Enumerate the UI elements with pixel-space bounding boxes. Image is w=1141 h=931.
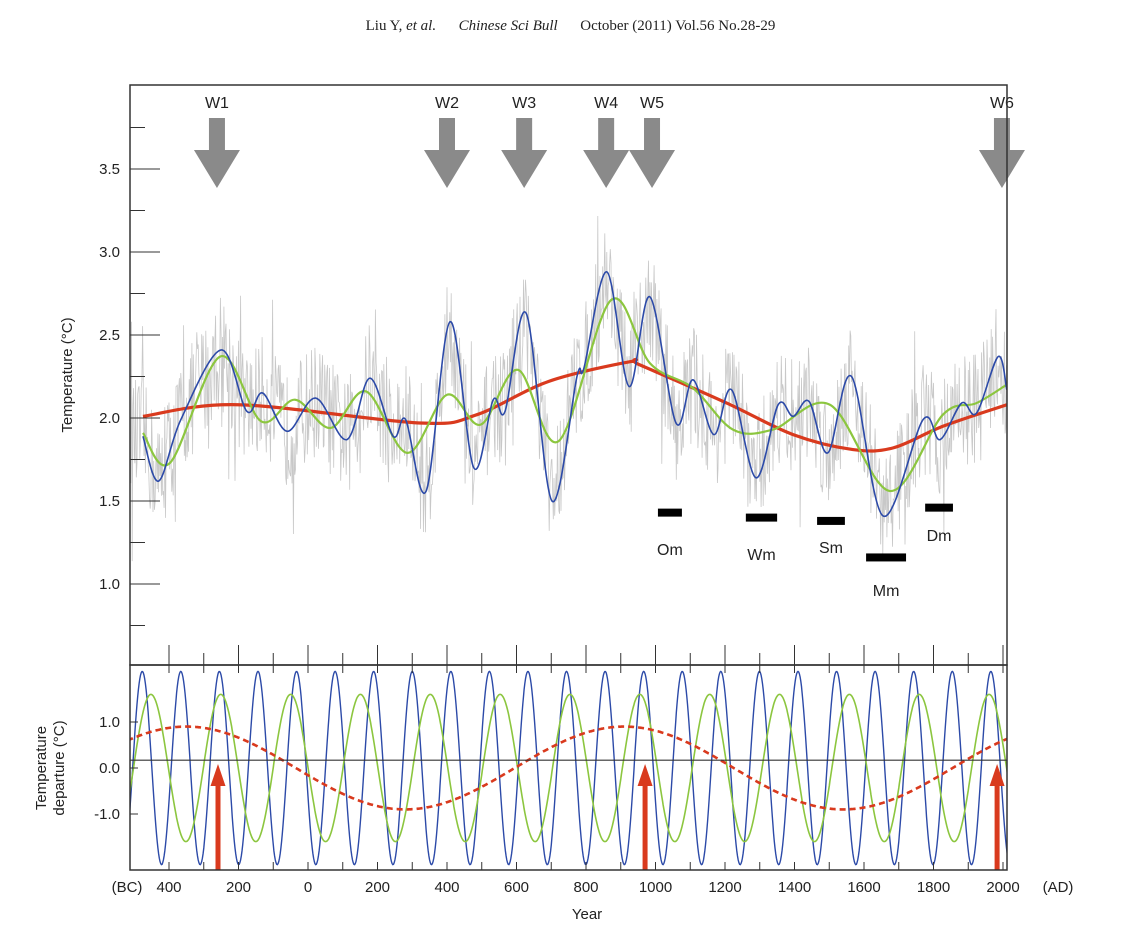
cold-period-bar bbox=[866, 553, 907, 562]
warm-period-arrow bbox=[501, 118, 548, 188]
cold-period-label: Om bbox=[657, 542, 683, 559]
cold-period-bar bbox=[925, 503, 953, 512]
top-y-tick-label: 2.5 bbox=[99, 327, 120, 344]
red-smoothed-line bbox=[142, 357, 1007, 453]
header-authors: Liu Y, bbox=[365, 18, 403, 34]
warm-period-label: W1 bbox=[205, 95, 229, 112]
cold-period-bar bbox=[657, 508, 682, 517]
cycle-marker-arrow bbox=[989, 764, 1005, 870]
cold-period-bar bbox=[745, 513, 778, 522]
x-tick-label: 1800 bbox=[917, 879, 950, 896]
bottom-y-tick-label: 1.0 bbox=[99, 714, 120, 731]
warm-period-label: W5 bbox=[640, 95, 664, 112]
x-tick-label: 1200 bbox=[708, 879, 741, 896]
warm-period-arrow bbox=[583, 118, 630, 188]
x-tick-label: 1600 bbox=[847, 879, 880, 896]
cycle-marker-arrow bbox=[637, 764, 653, 870]
cold-period-label: Wm bbox=[747, 547, 775, 564]
annotations: W1 W2 W3 W4 W5 W6 Om Wm Sm Mm Dm bbox=[193, 95, 1025, 600]
header-etal: et al. bbox=[406, 18, 437, 34]
raw-temperature-line bbox=[130, 215, 1007, 562]
cold-period-label: Mm bbox=[873, 583, 900, 600]
cold-period-label: Sm bbox=[819, 540, 843, 557]
top-panel-series bbox=[142, 271, 1007, 517]
running-header: Liu Y, et al. Chinese Sci Bull October (… bbox=[0, 18, 1141, 35]
bottom-y-axis-label-line1: Temperature bbox=[33, 726, 50, 810]
x-era-right: (AD) bbox=[1043, 879, 1074, 896]
x-tick-label: 1000 bbox=[639, 879, 672, 896]
x-tick-label: 0 bbox=[304, 879, 312, 896]
x-tick-label: 200 bbox=[365, 879, 390, 896]
warm-period-arrow bbox=[193, 118, 240, 188]
cycle-marker-arrow bbox=[210, 764, 226, 870]
x-tick-label: 600 bbox=[504, 879, 529, 896]
warm-period-label: W3 bbox=[512, 95, 536, 112]
blue-smoothed-line bbox=[142, 271, 1007, 517]
header-journal: Chinese Sci Bull bbox=[458, 18, 558, 34]
red-cycle-line bbox=[130, 725, 1007, 811]
x-tick-label: 2000 bbox=[986, 879, 1019, 896]
x-tick-label: 1400 bbox=[778, 879, 811, 896]
x-era-left: (BC) bbox=[112, 879, 143, 896]
top-y-tick-label: 2.0 bbox=[99, 410, 120, 427]
bottom-y-tick-label: 0.0 bbox=[99, 760, 120, 777]
x-axis-label: Year bbox=[572, 906, 602, 923]
warm-period-label: W4 bbox=[594, 95, 618, 112]
top-y-tick-label: 3.5 bbox=[99, 161, 120, 178]
cold-period-bar bbox=[817, 516, 845, 525]
warm-period-arrow bbox=[424, 118, 470, 188]
warm-period-arrow bbox=[978, 118, 1025, 188]
top-y-tick-label: 1.5 bbox=[99, 493, 120, 510]
x-tick-label: 200 bbox=[226, 879, 251, 896]
bottom-y-tick-label: -1.0 bbox=[94, 806, 120, 823]
bottom-y-axis-label-line2: departure (°C) bbox=[51, 720, 68, 815]
top-y-tick-label: 1.0 bbox=[99, 576, 120, 593]
green-cycle-line bbox=[130, 693, 1007, 843]
x-tick-label: 800 bbox=[573, 879, 598, 896]
bottom-panel-series bbox=[130, 670, 1007, 870]
top-y-tick-label: 3.0 bbox=[99, 244, 120, 261]
top-y-axis-label: Temperature (°C) bbox=[59, 317, 76, 432]
warm-period-label: W6 bbox=[990, 95, 1014, 112]
cold-period-label: Dm bbox=[927, 528, 952, 545]
header-issue: October (2011) Vol.56 No.28-29 bbox=[580, 18, 776, 34]
warm-period-label: W2 bbox=[435, 95, 459, 112]
x-tick-label: 400 bbox=[156, 879, 181, 896]
raw-series bbox=[130, 215, 1007, 562]
x-tick-label: 400 bbox=[434, 879, 459, 896]
warm-period-arrow bbox=[629, 118, 676, 188]
